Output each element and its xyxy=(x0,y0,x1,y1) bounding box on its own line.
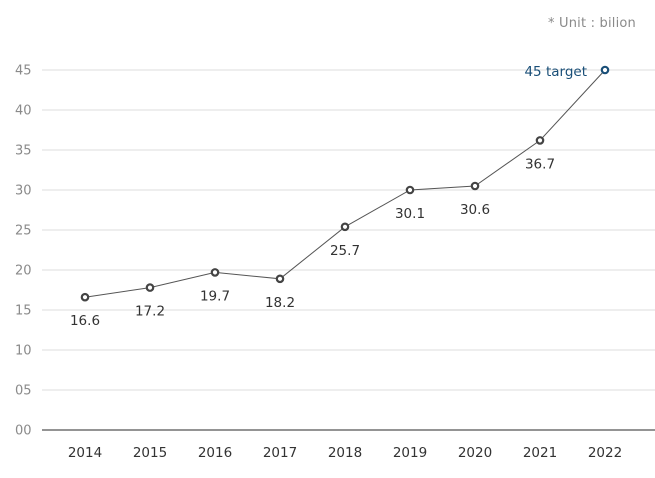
x-axis-ticks: 2014 2015 2016 2017 2018 2019 2020 2021 2022 xyxy=(68,445,622,461)
data-point xyxy=(535,136,545,145)
data-point xyxy=(80,292,90,302)
x-tick-label: 2020 xyxy=(458,445,492,461)
y-tick-label: 40 xyxy=(15,104,32,119)
data-labels: 16.6 17.2 19.7 18.2 25.7 30.1 30.6 36.7 45 targe… xyxy=(70,64,587,329)
y-tick-label: 20 xyxy=(15,264,32,279)
y-tick-label: 30 xyxy=(15,184,32,199)
series-line xyxy=(84,69,606,298)
data-label: 25.7 xyxy=(330,243,360,259)
y-axis-ticks: 00 05 10 15 20 25 30 35 40 45 xyxy=(15,64,32,439)
data-label: 16.6 xyxy=(70,313,100,329)
data-point xyxy=(145,283,155,292)
data-label: 30.6 xyxy=(460,202,490,218)
y-tick-label: 45 xyxy=(15,64,32,79)
data-label: 18.2 xyxy=(265,295,295,311)
data-points xyxy=(80,65,610,302)
y-tick-label: 00 xyxy=(15,424,32,439)
data-label: 17.2 xyxy=(135,304,165,320)
data-point xyxy=(405,185,415,195)
x-tick-label: 2021 xyxy=(523,445,557,461)
unit-note: * Unit : bilion xyxy=(547,16,636,31)
y-tick-label: 10 xyxy=(15,344,32,359)
data-point xyxy=(340,222,350,232)
target-label: 45 target xyxy=(524,64,587,80)
y-tick-label: 15 xyxy=(15,304,32,319)
data-point xyxy=(470,181,480,191)
y-tick-label: 25 xyxy=(15,224,32,239)
target-point xyxy=(600,65,610,75)
data-label: 19.7 xyxy=(200,288,230,304)
x-tick-label: 2022 xyxy=(588,445,622,461)
x-tick-label: 2018 xyxy=(328,445,362,461)
x-tick-label: 2019 xyxy=(393,445,427,461)
data-label: 30.1 xyxy=(395,206,425,222)
y-tick-label: 35 xyxy=(15,144,32,159)
x-tick-label: 2014 xyxy=(68,445,102,461)
x-tick-label: 2016 xyxy=(198,445,232,461)
data-label: 36.7 xyxy=(525,156,555,172)
x-tick-label: 2015 xyxy=(133,445,167,461)
gridlines xyxy=(42,69,655,391)
y-tick-label: 05 xyxy=(15,384,32,399)
data-point xyxy=(275,274,285,284)
series-line-path xyxy=(84,69,606,298)
data-point xyxy=(210,268,220,277)
x-tick-label: 2017 xyxy=(263,445,297,461)
